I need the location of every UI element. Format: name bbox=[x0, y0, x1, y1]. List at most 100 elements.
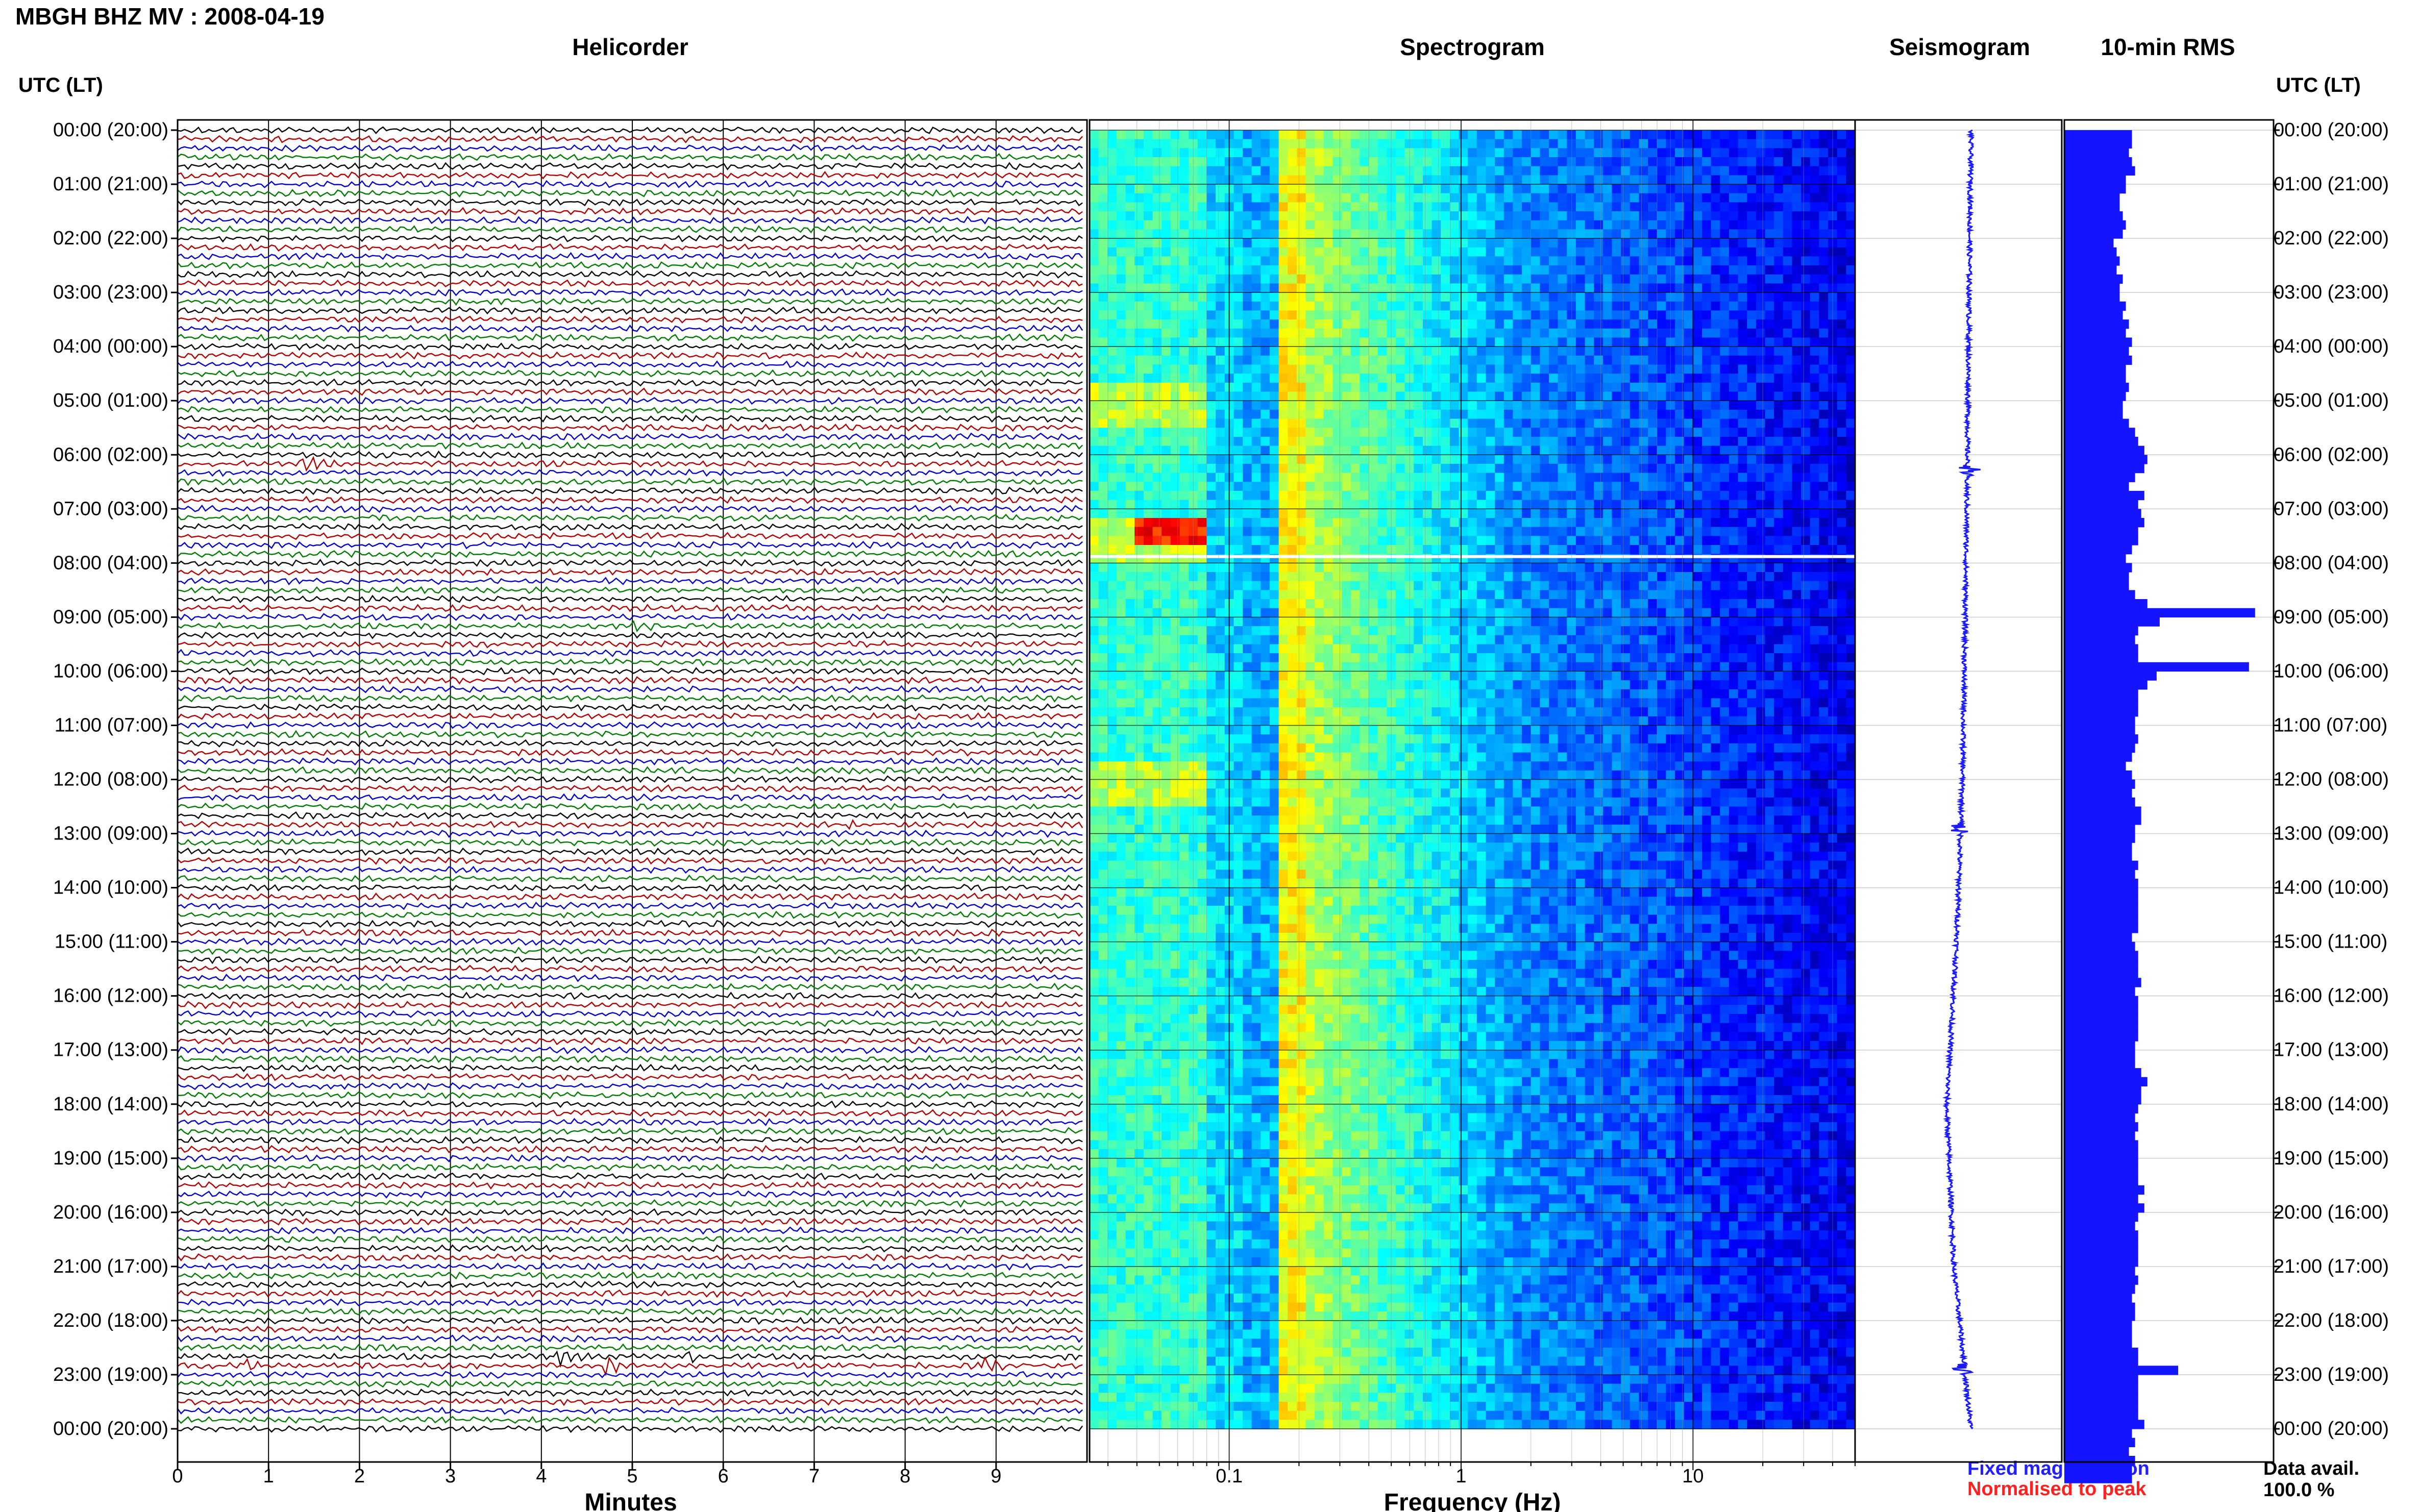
spectrogram-cell bbox=[1783, 229, 1793, 239]
spectrogram-cell bbox=[1792, 346, 1801, 356]
spectrogram-cell bbox=[1350, 139, 1361, 149]
spectrogram-cell bbox=[1765, 599, 1774, 609]
spectrogram-cell bbox=[1693, 463, 1702, 474]
spectrogram-cell bbox=[1216, 274, 1225, 284]
spectrogram-cell bbox=[1747, 202, 1757, 212]
spectrogram-cell bbox=[1143, 401, 1153, 410]
spectrogram-cell bbox=[1396, 175, 1405, 185]
spectrogram-cell bbox=[1630, 482, 1640, 491]
spectrogram-cell bbox=[1837, 337, 1847, 347]
spectrogram-cell bbox=[1233, 617, 1243, 627]
spectrogram-cell bbox=[1819, 130, 1829, 140]
spectrogram-cell bbox=[1152, 328, 1162, 338]
spectrogram-cell bbox=[1369, 292, 1378, 302]
time-label-left: 01:00 (21:00) bbox=[53, 173, 168, 195]
spectrogram-cell bbox=[1720, 175, 1730, 185]
spectrogram-cell bbox=[1441, 328, 1450, 338]
spectrogram-cell bbox=[1747, 220, 1757, 230]
spectrogram-cell bbox=[1575, 328, 1586, 338]
spectrogram-cell bbox=[1702, 391, 1712, 401]
spectrogram-cell bbox=[1360, 563, 1369, 573]
spectrogram-cell bbox=[1449, 274, 1460, 284]
spectrogram-cell bbox=[1819, 337, 1829, 347]
spectrogram-cell bbox=[1377, 527, 1388, 537]
spectrogram-cell bbox=[1251, 536, 1261, 546]
spectrogram-cell bbox=[1162, 608, 1171, 618]
spectrogram-cell bbox=[1134, 428, 1144, 437]
spectrogram-cell bbox=[1261, 328, 1270, 338]
spectrogram-cell bbox=[1098, 518, 1108, 528]
spectrogram-cell bbox=[1125, 617, 1135, 627]
spectrogram-cell bbox=[1332, 590, 1342, 600]
spectrogram-cell bbox=[1422, 509, 1433, 518]
spectrogram-cell bbox=[1323, 175, 1334, 185]
spectrogram-cell bbox=[1810, 328, 1820, 338]
spectrogram-cell bbox=[1621, 355, 1631, 365]
spectrogram-cell bbox=[1747, 247, 1757, 257]
helicorder-trace bbox=[177, 730, 1083, 739]
spectrogram-cell bbox=[1414, 509, 1423, 518]
spectrogram-cell bbox=[1233, 274, 1243, 284]
spectrogram-cell bbox=[1269, 211, 1279, 221]
spectrogram-cell bbox=[1305, 256, 1315, 266]
spectrogram-cell bbox=[1278, 256, 1288, 266]
spectrogram-cell bbox=[1098, 428, 1108, 437]
spectrogram-cell bbox=[1360, 229, 1369, 239]
spectrogram-cell bbox=[1134, 166, 1144, 176]
spectrogram-cell bbox=[1107, 590, 1117, 600]
spectrogram-cell bbox=[1540, 310, 1549, 320]
spectrogram-cell bbox=[1630, 463, 1640, 474]
spectrogram-cell bbox=[1783, 130, 1793, 140]
spectrogram-cell bbox=[1486, 473, 1495, 483]
spectrogram-cell bbox=[1369, 500, 1378, 510]
spectrogram-cell bbox=[1315, 536, 1324, 546]
spectrogram-cell bbox=[1621, 482, 1631, 491]
spectrogram-cell bbox=[1414, 590, 1423, 600]
spectrogram-cell bbox=[1162, 175, 1171, 185]
spectrogram-cell bbox=[1585, 617, 1594, 627]
spectrogram-cell bbox=[1729, 391, 1739, 401]
spectrogram-cell bbox=[1449, 563, 1460, 573]
spectrogram-cell bbox=[1612, 428, 1621, 437]
spectrogram-cell bbox=[1594, 572, 1603, 582]
spectrogram-cell bbox=[1765, 445, 1774, 456]
spectrogram-cell bbox=[1468, 337, 1477, 347]
spectrogram-cell bbox=[1495, 445, 1504, 456]
spectrogram-cell bbox=[1801, 256, 1811, 266]
spectrogram-cell bbox=[1107, 545, 1117, 555]
spectrogram-cell bbox=[1143, 490, 1153, 501]
spectrogram-cell bbox=[1558, 328, 1567, 338]
helicorder-trace bbox=[177, 423, 1083, 432]
helicorder-trace bbox=[177, 1226, 1083, 1235]
spectrogram-cell bbox=[1549, 608, 1559, 618]
spectrogram-cell bbox=[1738, 617, 1747, 627]
spectrogram-cell bbox=[1558, 374, 1567, 383]
spectrogram-cell bbox=[1585, 527, 1594, 537]
spectrogram-cell bbox=[1116, 391, 1126, 401]
spectrogram-cell bbox=[1116, 175, 1126, 185]
spectrogram-cell bbox=[1468, 391, 1477, 401]
time-label-left: 19:00 (15:00) bbox=[53, 1148, 168, 1169]
spectrogram-cell bbox=[1476, 364, 1487, 374]
spectrogram-cell bbox=[1377, 157, 1388, 167]
spectrogram-cell bbox=[1503, 283, 1514, 293]
spectrogram-cell bbox=[1107, 455, 1117, 464]
spectrogram-cell bbox=[1476, 436, 1487, 447]
spectrogram-cell bbox=[1315, 256, 1324, 266]
spectrogram-cell bbox=[1305, 455, 1315, 464]
spectrogram-cell bbox=[1549, 536, 1559, 546]
spectrogram-cell bbox=[1342, 364, 1351, 374]
spectrogram-cell bbox=[1296, 355, 1306, 365]
spectrogram-cell bbox=[1216, 301, 1225, 311]
spectrogram-cell bbox=[1143, 536, 1153, 546]
spectrogram-cell bbox=[1819, 590, 1829, 600]
spectrogram-cell bbox=[1116, 148, 1126, 158]
spectrogram-cell bbox=[1134, 202, 1144, 212]
helicorder-trace bbox=[177, 1019, 1083, 1027]
spectrogram-cell bbox=[1315, 527, 1324, 537]
spectrogram-cell bbox=[1792, 409, 1801, 419]
spectrogram-cell bbox=[1657, 256, 1667, 266]
spectrogram-cell bbox=[1476, 247, 1487, 257]
spectrogram-cell bbox=[1522, 292, 1532, 302]
spectrogram-cell bbox=[1486, 292, 1495, 302]
